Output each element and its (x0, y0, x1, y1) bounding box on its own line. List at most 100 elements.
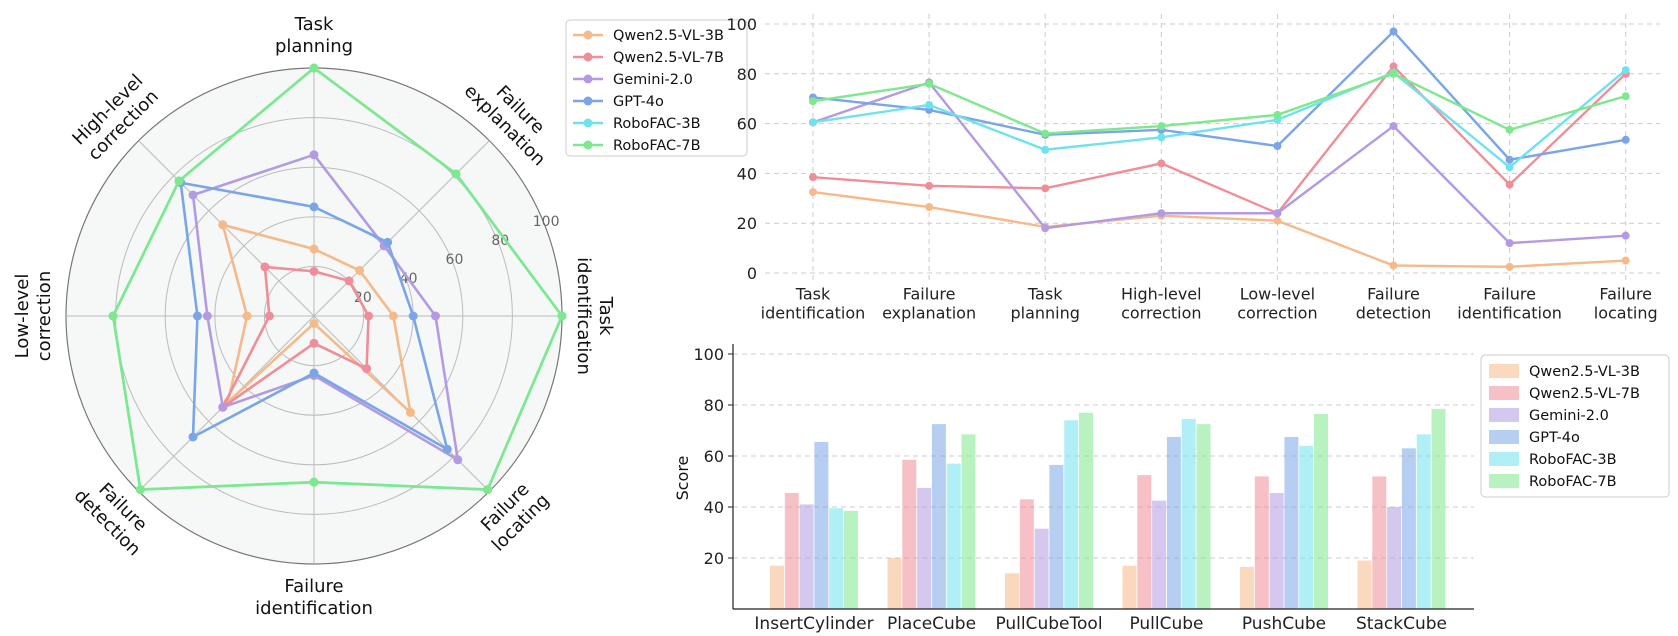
radar-legend-marker (583, 140, 593, 150)
bar-legend-swatch (1489, 452, 1519, 466)
bar-legend-label: RoboFAC-7B (1529, 474, 1617, 490)
bar-gpt-4o-insertcylinder (814, 441, 829, 609)
radar-point (557, 311, 567, 321)
bar-robofac-3b-pushcube (1299, 445, 1314, 609)
radar-point (264, 311, 274, 321)
line-point (1505, 262, 1514, 271)
line-point (1041, 224, 1050, 233)
line-point (1621, 66, 1630, 75)
bar-gemini-2-0-placecube (917, 487, 932, 609)
bar-qwen2-5-vl-3b-stackcube (1357, 560, 1372, 609)
line-point (1157, 122, 1166, 131)
line-point (1505, 163, 1514, 172)
radar-axis-label-0: Task planning (275, 14, 353, 57)
radar-legend-label: RoboFAC-3B (613, 116, 701, 132)
line-point (1157, 209, 1166, 218)
radar-rtick-label: 80 (491, 233, 509, 249)
line-point (1389, 69, 1398, 78)
line-ytick-label: 100 (726, 15, 757, 34)
bar-robofac-7b-pushcube (1314, 413, 1328, 609)
line-series (809, 27, 1630, 271)
bar-qwen2-5-vl-7b-pullcube (1137, 475, 1152, 609)
radar-legend-box (565, 19, 748, 157)
radar-point (355, 265, 365, 275)
line-point (1621, 256, 1630, 265)
bar-qwen2-5-vl-7b-pullcubetool (1019, 499, 1034, 609)
bar-robofac-3b-stackcube (1416, 434, 1431, 609)
bar-series-robofac-7b (844, 408, 1446, 609)
line-xtick-label: Task planning (1010, 285, 1079, 323)
radar-point (405, 407, 415, 417)
bar-gemini-2-0-stackcube (1387, 507, 1402, 609)
radar-point (451, 169, 461, 179)
bar-gemini-2-0-pullcubetool (1034, 528, 1049, 609)
radar-rtick-label: 100 (533, 214, 560, 230)
label-line: correction (1237, 304, 1317, 323)
bar-ytick-label: 100 (693, 345, 724, 364)
bar-grid (733, 353, 1474, 559)
radar-legend-label: Qwen2.5-VL-3B (613, 28, 724, 44)
label-line: Task (595, 296, 616, 336)
radar-point (188, 190, 198, 200)
radar-legend-marker (583, 52, 593, 62)
bar-legend-label: RoboFAC-3B (1529, 452, 1617, 468)
bar-axes: 20 40 60 80 100 InsertCylinder PlaceCube PullCu… (673, 344, 1474, 634)
line-ytick-label: 0 (747, 264, 757, 283)
radar-spoke (138, 140, 315, 317)
line-path-gemini-2-0 (812, 81, 1626, 245)
bar-legend-box (1480, 354, 1670, 498)
radar-series-gpt-4o (176, 178, 452, 454)
line-point (1041, 129, 1050, 138)
bar-robofac-7b-pullcubetool (1079, 412, 1093, 609)
line-point (925, 79, 934, 88)
radar-point (362, 364, 372, 374)
radar-spoke (313, 140, 490, 317)
bar-series-qwen2-5-vl-7b (784, 459, 1387, 609)
bar-gpt-4o-placecube (931, 424, 946, 609)
line-point (1389, 261, 1398, 270)
radar-axis-label-6: Low-levelcorrection (12, 271, 55, 361)
bar-qwen2-5-vl-7b-stackcube (1372, 476, 1387, 609)
bar-legend-swatch (1489, 386, 1519, 400)
line-xtick-label: Failure explanation (882, 285, 976, 323)
radar-point (218, 402, 228, 412)
radar-point (364, 311, 374, 321)
line-point (1041, 145, 1050, 154)
label-line: Low-level (1240, 285, 1315, 304)
line-path-robofac-7b (812, 72, 1627, 135)
line-point (809, 173, 817, 182)
bar-qwen2-5-vl-7b-insertcylinder (784, 492, 799, 609)
label-line: High-level (1121, 285, 1202, 304)
bar-xtick-label: PullCubeTool (995, 614, 1102, 634)
bar-ytick-label: 60 (704, 447, 724, 466)
radar-legend-marker (583, 96, 593, 106)
label-line: identification (1457, 304, 1562, 323)
label-line: correction (34, 271, 55, 361)
radar-rtick-label: 20 (354, 290, 372, 306)
radar-legend-marker (583, 30, 593, 40)
bar-qwen2-5-vl-3b-insertcylinder (770, 565, 784, 609)
line-point (1389, 62, 1398, 71)
line-point (925, 100, 934, 109)
radar-point (383, 237, 393, 247)
label-line: Task (795, 285, 831, 304)
bar-series-robofac-3b (829, 419, 1431, 609)
line-point (809, 188, 817, 197)
line-path-gpt-4o (812, 29, 1626, 161)
radar-point (309, 202, 319, 212)
label-line: correction (1121, 304, 1201, 323)
bar-xtick-label: PlaceCube (887, 614, 976, 634)
bar-qwen2-5-vl-7b-placecube (902, 459, 917, 609)
radar-series-qwen2-5-vl-3b (218, 220, 415, 417)
bar-ytick-label: 40 (704, 498, 724, 517)
radar-point (309, 338, 319, 348)
line-point (1273, 209, 1282, 218)
bar-robofac-7b-pullcube (1196, 424, 1211, 609)
radar-legend-marker (583, 74, 593, 84)
bar-series-gpt-4o (814, 424, 1416, 609)
radar-point (202, 311, 212, 321)
bar-gpt-4o-stackcube (1401, 448, 1416, 609)
